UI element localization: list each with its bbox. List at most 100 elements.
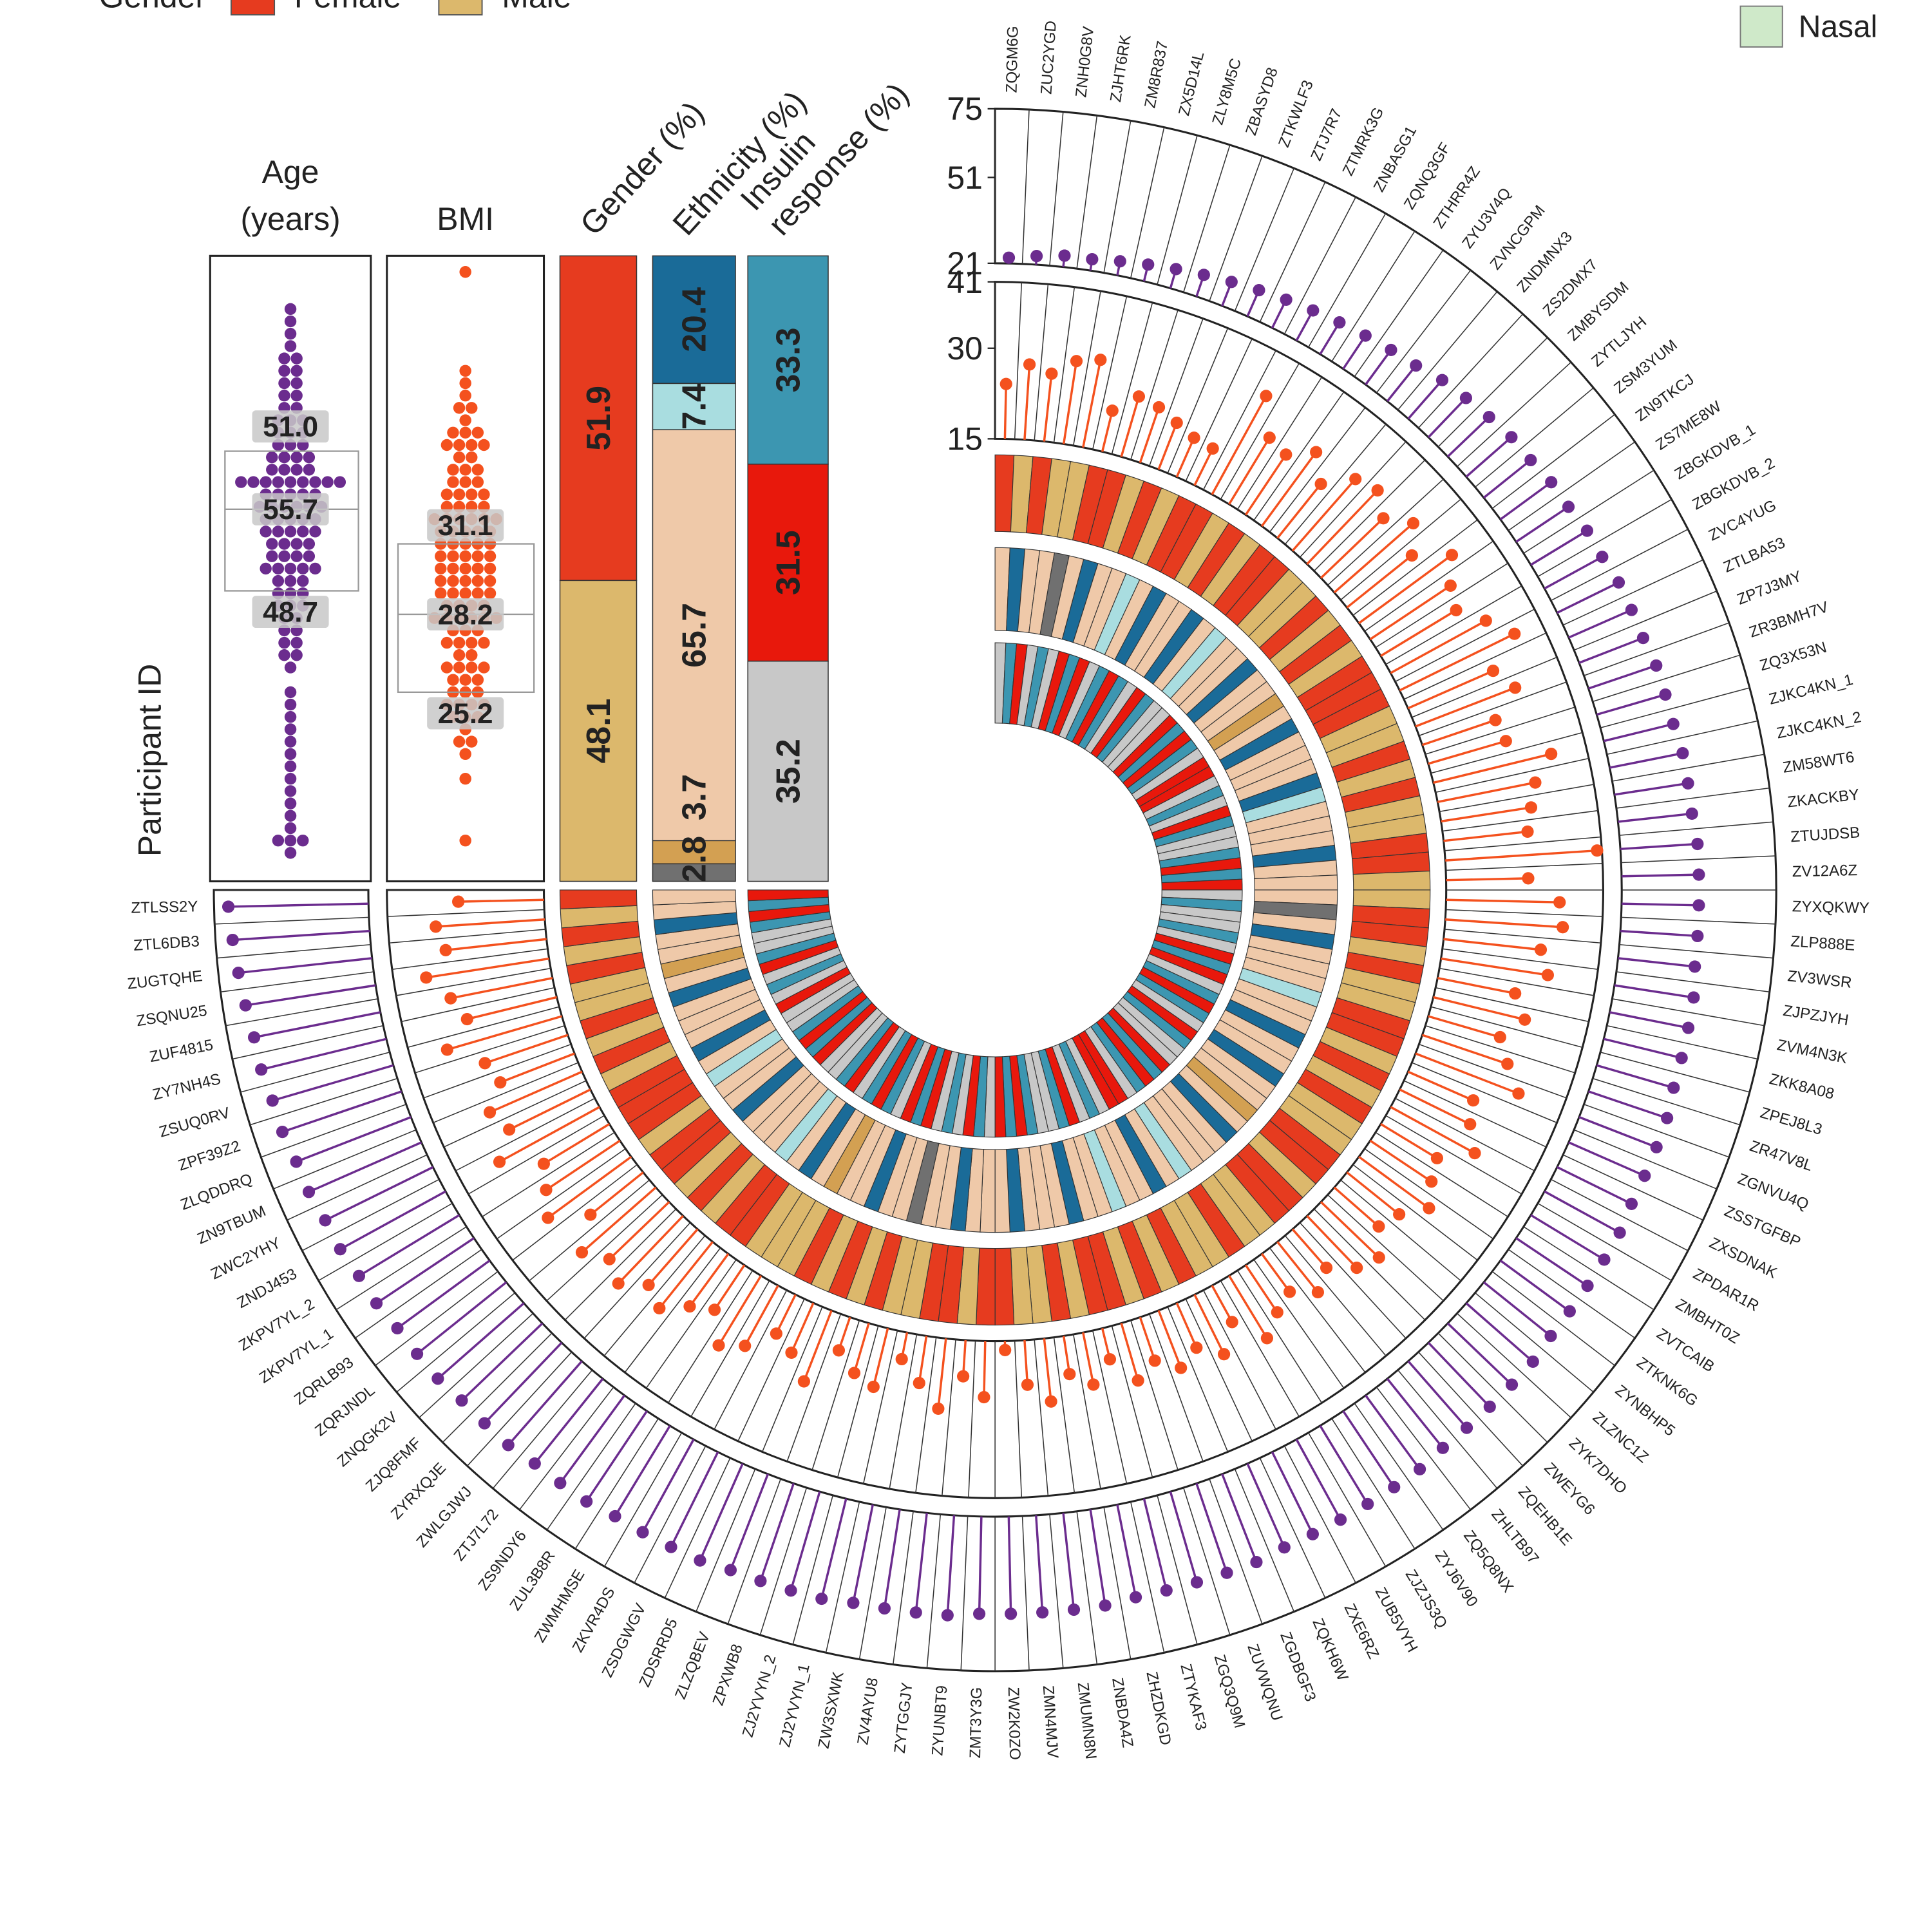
- participant-id: ZV4AYU8: [854, 1676, 882, 1746]
- slot-separator: [455, 1097, 596, 1171]
- slot-separator: [915, 1337, 937, 1493]
- lollipop-dot: [1030, 250, 1043, 263]
- slot-separator: [415, 1025, 565, 1074]
- swarm-dot: [453, 636, 466, 649]
- slot-separator: [1202, 1290, 1276, 1430]
- lollipop-stem: [1157, 422, 1178, 470]
- slot-separator: [1364, 1148, 1494, 1240]
- slot-separator: [1445, 909, 1603, 917]
- slot-separator: [942, 1339, 956, 1496]
- slot-separator: [968, 1340, 976, 1498]
- swarm-dot: [459, 426, 471, 439]
- swarm-dot: [284, 773, 297, 785]
- lollipop-dot: [1132, 1374, 1144, 1387]
- lollipop-stem: [1421, 719, 1496, 746]
- slot-separator: [1550, 1179, 1689, 1251]
- swarm-dot: [435, 550, 447, 562]
- lollipop-dot: [1691, 837, 1704, 851]
- lollipop-stem: [254, 1011, 381, 1039]
- lollipop-stem: [852, 1504, 874, 1604]
- swarm-dot: [453, 649, 466, 661]
- swarm-dot: [447, 587, 459, 600]
- slot-separator: [1182, 1487, 1231, 1636]
- slot-separator: [318, 1202, 453, 1282]
- lollipop-dot: [1406, 516, 1420, 530]
- lollipop-dot: [1529, 776, 1542, 789]
- lollipop-dot: [1676, 746, 1689, 760]
- segment-label: 51.9: [580, 386, 617, 451]
- lollipop-dot: [1307, 304, 1320, 317]
- swarm-dot: [278, 389, 290, 402]
- slot-separator: [1073, 290, 1101, 446]
- slot-separator: [759, 1487, 808, 1636]
- lollipop-stem: [1386, 365, 1417, 402]
- participant-id: ZW3SXWK: [815, 1670, 848, 1750]
- lollipop-stem: [358, 1214, 460, 1277]
- lollipop-stem: [1246, 1463, 1285, 1548]
- lollipop-stem: [1415, 1052, 1519, 1095]
- lollipop-dot: [694, 1554, 706, 1567]
- lollipop-dot: [1659, 688, 1672, 701]
- swarm-dot: [278, 377, 290, 390]
- slot-separator: [1021, 1516, 1030, 1671]
- slot-separator: [1111, 302, 1153, 455]
- lollipop-stem: [445, 938, 547, 952]
- lollipop-dot: [1636, 632, 1650, 645]
- lollipop-stem: [717, 1274, 762, 1346]
- slot-separator: [419, 1312, 534, 1419]
- swarm-dot: [266, 464, 278, 476]
- slot-separator: [1092, 296, 1128, 450]
- lollipop-stem: [1427, 397, 1467, 439]
- swarm-dot: [290, 377, 303, 390]
- lollipop-stem: [1276, 483, 1322, 539]
- lollipop-dot: [665, 1540, 677, 1553]
- lollipop-dot: [1142, 258, 1155, 271]
- swarm-dot: [278, 451, 290, 464]
- lollipop-stem: [641, 1439, 695, 1533]
- lollipop-dot: [1681, 1021, 1695, 1034]
- lollipop-dot: [1310, 446, 1323, 459]
- lollipop-stem: [581, 1186, 657, 1253]
- lollipop-dot: [999, 1343, 1012, 1357]
- lollipop-dot: [1086, 252, 1099, 266]
- participant-id: ZXE6RZ: [1341, 1601, 1383, 1662]
- lollipop-stem: [1515, 1237, 1589, 1287]
- lollipop-dot: [609, 1510, 621, 1523]
- lollipop-stem: [1578, 1116, 1657, 1148]
- slot-separator: [1537, 1202, 1672, 1282]
- participant-id: ZTUJDSB: [1790, 824, 1861, 846]
- swarm-dot: [284, 526, 297, 538]
- lollipop-dot: [370, 1297, 383, 1310]
- slot-separator: [1331, 1418, 1416, 1549]
- participant-id: ZHZDKGD: [1143, 1670, 1175, 1747]
- slot-separator: [1537, 498, 1672, 578]
- track-outline: [386, 281, 1604, 1499]
- swarm-dot: [453, 488, 466, 500]
- slot-separator: [1354, 249, 1444, 377]
- participant-id: ZTYKAF3: [1177, 1662, 1209, 1732]
- lollipop-stem: [1089, 1509, 1106, 1606]
- lollipop-stem: [1369, 1139, 1432, 1183]
- lollipop-dot: [1278, 1541, 1291, 1554]
- lollipop-stem: [1390, 620, 1487, 674]
- lollipop-dot: [575, 1246, 589, 1259]
- lollipop-stem: [466, 996, 558, 1021]
- slot-separator: [1550, 529, 1689, 601]
- participant-id: ZQ3X53N: [1758, 639, 1829, 675]
- lollipop-stem: [1437, 781, 1536, 803]
- slot-separator: [786, 1314, 842, 1462]
- lollipop-stem: [820, 1498, 848, 1599]
- lollipop-stem: [507, 1360, 583, 1446]
- slot-separator: [1053, 287, 1075, 443]
- box-label-bg: [427, 598, 504, 630]
- lollipop-stem: [1116, 1504, 1137, 1598]
- swarm-dot: [471, 464, 484, 476]
- slot-separator: [645, 1259, 737, 1388]
- lollipop-stem: [1101, 410, 1113, 452]
- swarm-dot: [272, 476, 285, 488]
- slot-separator: [1523, 469, 1654, 554]
- lollipop-stem: [1139, 1316, 1156, 1361]
- lollipop-stem: [1399, 632, 1515, 692]
